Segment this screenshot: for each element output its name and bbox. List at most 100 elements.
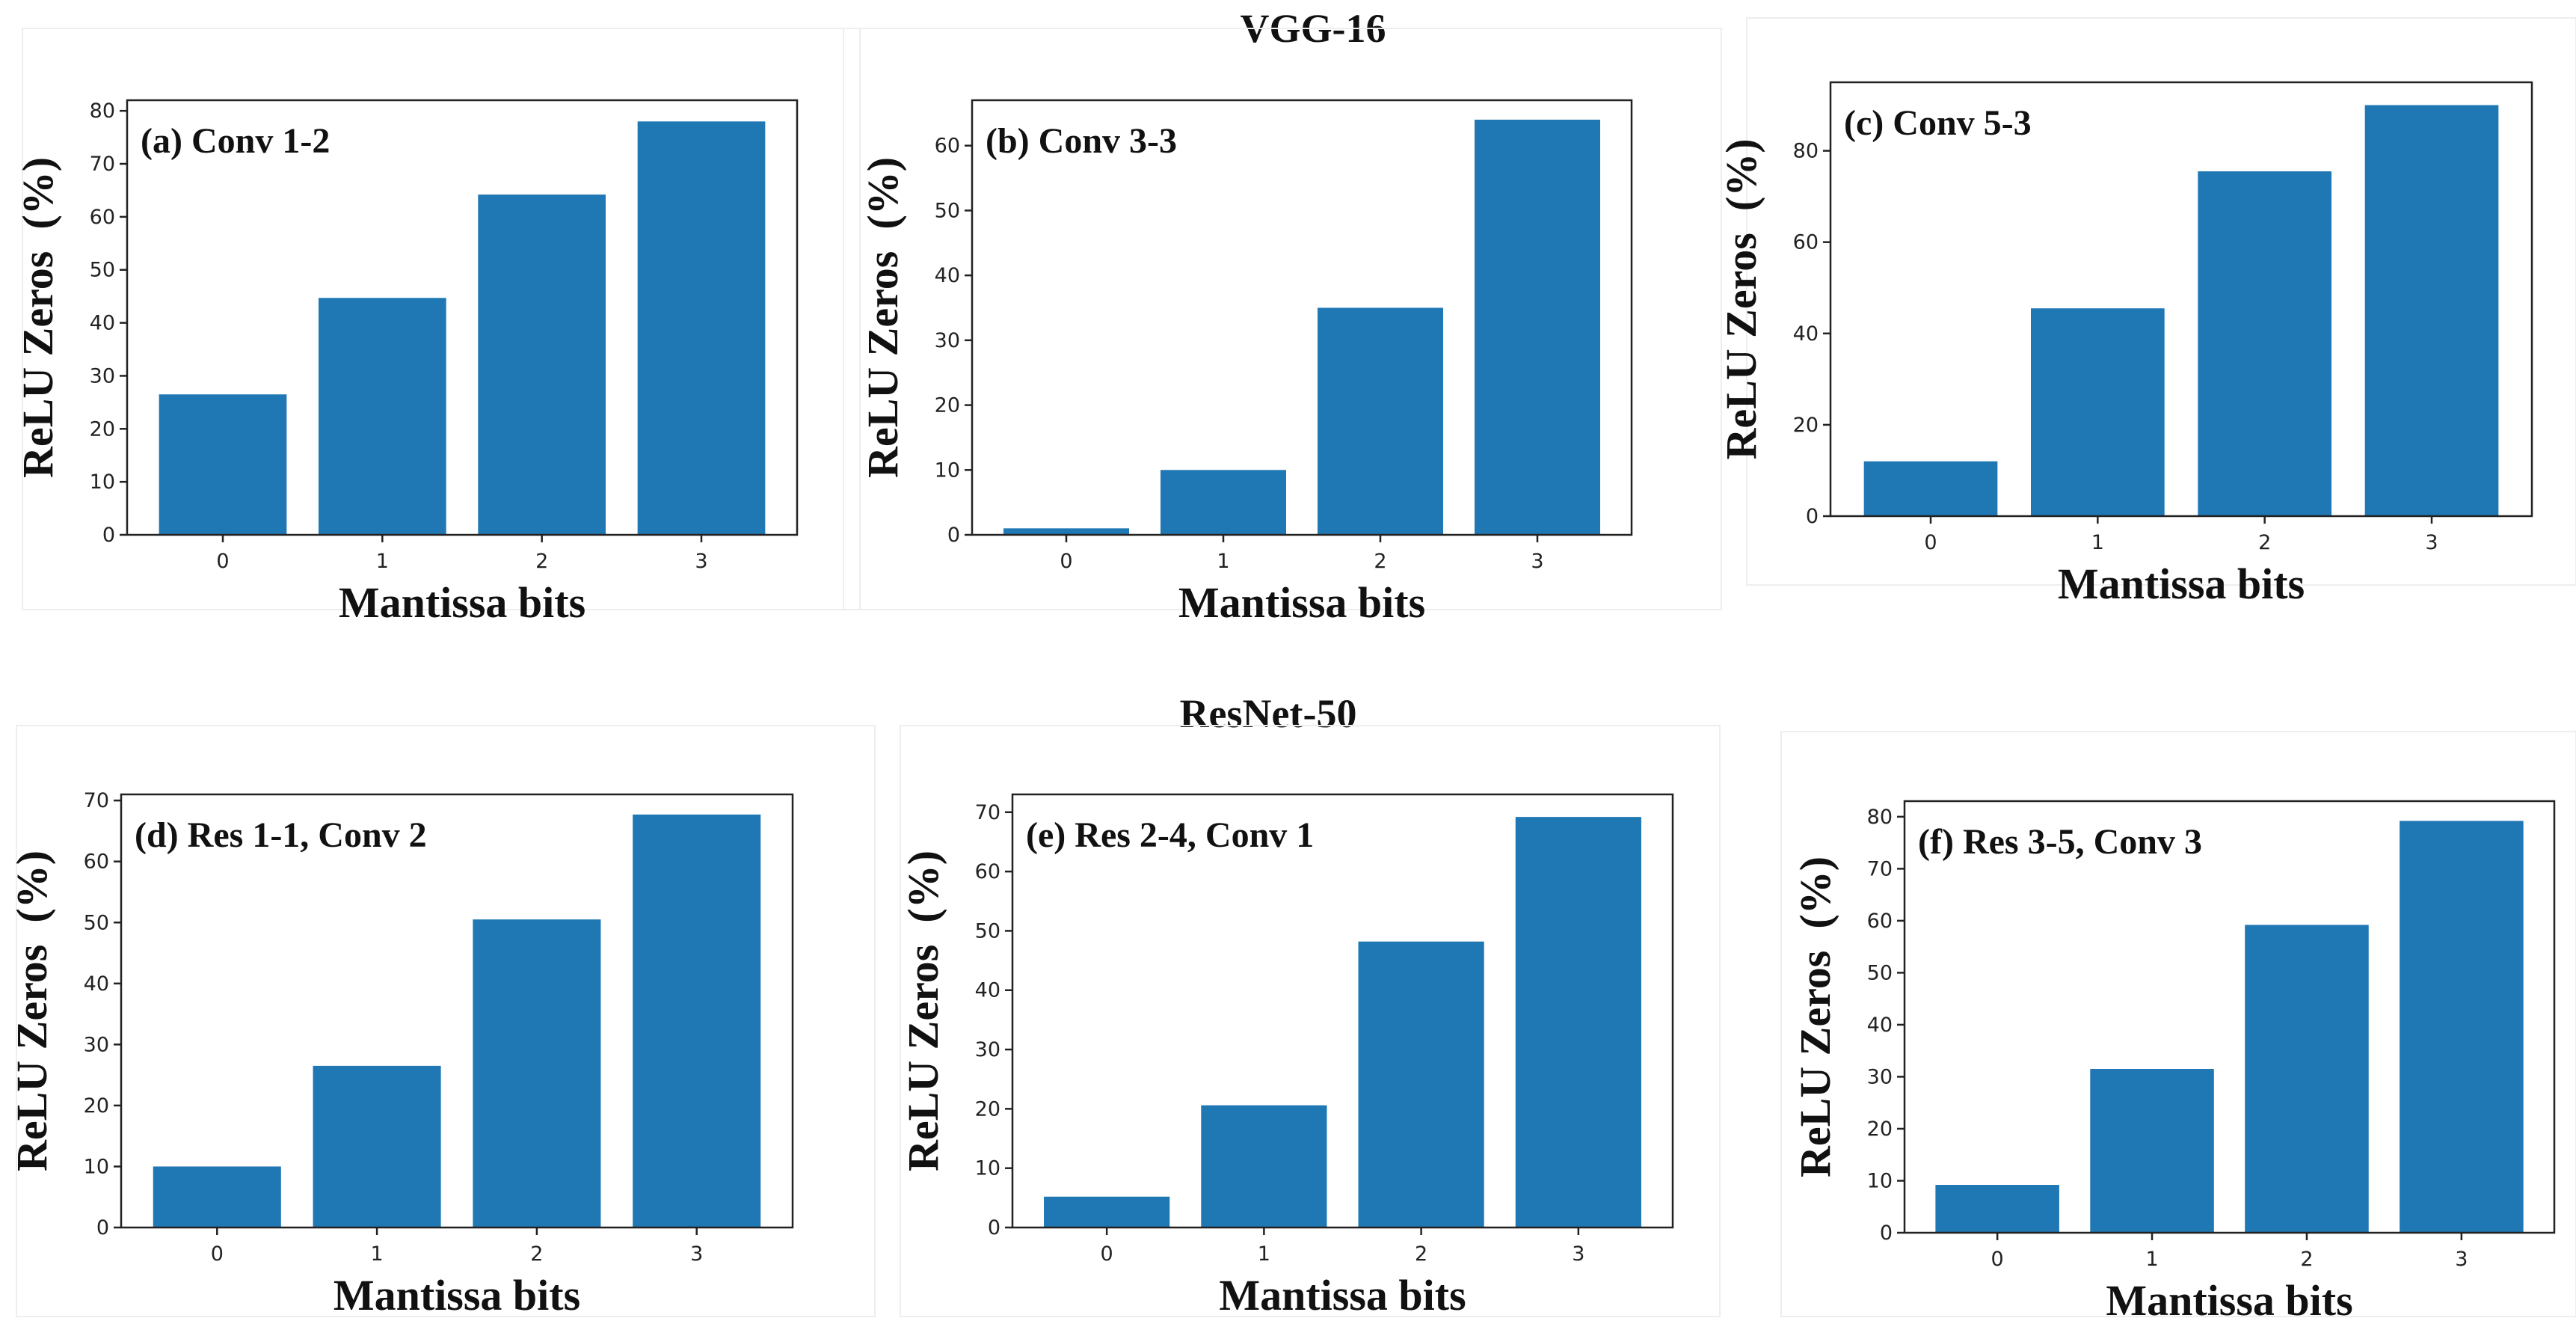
- y-axis-label: ReLU Zeros (%): [858, 157, 907, 478]
- plot-frame: [120, 793, 794, 1229]
- resnet50-group-title: ResNet-50: [1180, 691, 1357, 736]
- y-tick-label: 40: [84, 972, 109, 996]
- y-tick-label: 10: [1867, 1169, 1893, 1192]
- bar-d-2: [473, 919, 601, 1228]
- x-tick-label: 2: [535, 550, 548, 573]
- y-tick-label: 40: [975, 979, 1000, 1002]
- bar-a-2: [478, 194, 606, 535]
- panel-title: (a) Conv 1-2: [141, 121, 330, 161]
- x-tick-label: 1: [376, 550, 389, 573]
- y-tick-label: 70: [84, 789, 109, 812]
- x-tick-label: 1: [2145, 1248, 2158, 1271]
- panel-border: [1780, 731, 2576, 1317]
- x-tick-label: 2: [2258, 531, 2271, 554]
- chart-panel-c: 0 20 40 60 80 0 1 2 3 (c) Conv 5-3 Mantissa bits Re…: [1717, 17, 2576, 608]
- x-axis-label: Mantissa bits: [339, 578, 585, 627]
- y-tick-label: 40: [1867, 1014, 1893, 1037]
- x-tick-label: 2: [2300, 1248, 2313, 1271]
- x-tick-label: 2: [530, 1242, 543, 1266]
- y-tick-label: 20: [935, 394, 960, 417]
- y-tick-label: 0: [102, 524, 115, 547]
- y-tick-label: 0: [1806, 505, 1819, 528]
- bar-c-0: [1863, 461, 1998, 516]
- bar-e-1: [1201, 1105, 1327, 1228]
- x-tick-label: 3: [690, 1242, 703, 1266]
- plot-frame: [1011, 793, 1674, 1229]
- chart-panel-b: 0 10 20 30 40 50 60 0 1 2 3 (b) Conv 3-3 Mantissa bi…: [843, 28, 1722, 627]
- y-tick-label: 80: [1793, 140, 1819, 163]
- panel-title: (f) Res 3-5, Conv 3: [1918, 822, 2202, 862]
- x-axis-label: Mantissa bits: [2106, 1276, 2352, 1324]
- bar-f-1: [2090, 1069, 2214, 1233]
- y-tick-label: 60: [975, 860, 1000, 883]
- y-tick-label: 20: [1867, 1118, 1893, 1141]
- chart-panel-e: 0 10 20 30 40 50 60 70 0 1 2 3 (e) Res 2-4, Conv 1 Ma…: [899, 725, 1721, 1320]
- x-tick-label: 1: [1217, 550, 1229, 573]
- y-axis-label: ReLU Zeros (%): [899, 851, 947, 1171]
- x-tick-label: 0: [1924, 531, 1937, 554]
- panel-title: (b) Conv 3-3: [986, 121, 1177, 161]
- bar-c-3: [2364, 105, 2499, 517]
- y-tick-label: 70: [975, 801, 1000, 824]
- y-tick-label: 20: [1793, 414, 1819, 437]
- x-axis-label: Mantissa bits: [2058, 560, 2305, 608]
- bar-b-2: [1318, 307, 1443, 535]
- y-tick-label: 20: [975, 1097, 1000, 1121]
- y-axis-label: ReLU Zeros (%): [13, 157, 62, 478]
- bar-b-3: [1475, 120, 1600, 536]
- y-tick-label: 60: [84, 851, 109, 874]
- bar-f-3: [2400, 821, 2524, 1233]
- panel-border: [1746, 17, 2576, 586]
- x-tick-label: 3: [1531, 550, 1543, 573]
- plot-frame: [126, 99, 799, 536]
- y-tick-label: 70: [90, 153, 115, 176]
- bar-b-0: [1003, 528, 1129, 535]
- y-axis-label: ReLU Zeros (%): [1791, 856, 1839, 1177]
- x-tick-label: 3: [1572, 1242, 1584, 1266]
- panel-border: [16, 725, 876, 1317]
- y-tick-label: 20: [90, 417, 115, 441]
- y-tick-label: 10: [90, 471, 115, 494]
- y-tick-label: 50: [975, 919, 1000, 943]
- bar-e-3: [1515, 817, 1641, 1228]
- x-tick-label: 0: [216, 550, 229, 573]
- bar-b-1: [1161, 470, 1286, 535]
- y-tick-label: 60: [90, 206, 115, 229]
- y-tick-label: 20: [84, 1094, 109, 1118]
- x-tick-label: 0: [1060, 550, 1072, 573]
- panel-title: (d) Res 1-1, Conv 2: [135, 815, 427, 855]
- plot-frame: [971, 99, 1633, 536]
- x-tick-label: 2: [1415, 1242, 1427, 1266]
- y-tick-label: 50: [90, 259, 115, 282]
- x-tick-label: 2: [1374, 550, 1386, 573]
- x-axis-label: Mantissa bits: [1178, 578, 1425, 627]
- panel-border: [900, 725, 1721, 1317]
- x-tick-label: 3: [2455, 1248, 2468, 1271]
- chart-panel-f: 0 10 20 30 40 50 60 70 80 0 1 2 3 (f) Res 3-5, Conv 3…: [1780, 731, 2576, 1324]
- bar-a-0: [159, 394, 287, 535]
- y-tick-label: 60: [1867, 910, 1893, 933]
- y-axis-label: ReLU Zeros (%): [7, 851, 56, 1171]
- x-axis-label: Mantissa bits: [333, 1271, 580, 1320]
- y-tick-label: 10: [975, 1157, 1000, 1180]
- x-tick-label: 3: [695, 550, 707, 573]
- chart-panel-d: 0 10 20 30 40 50 60 70 0 1 2 3 (d) Res 1-1, Conv 2 Ma…: [7, 725, 876, 1320]
- y-tick-label: 50: [84, 911, 109, 934]
- x-tick-label: 1: [1258, 1242, 1270, 1266]
- y-tick-label: 70: [1867, 857, 1893, 880]
- y-axis-label: ReLU Zeros (%): [1717, 138, 1765, 459]
- y-tick-label: 30: [1867, 1065, 1893, 1088]
- y-tick-label: 0: [988, 1216, 1000, 1239]
- panel-border: [843, 28, 1722, 610]
- bar-f-2: [2245, 925, 2369, 1233]
- y-tick-label: 80: [1867, 806, 1893, 829]
- y-tick-label: 40: [935, 264, 960, 287]
- x-tick-label: 3: [2425, 531, 2438, 554]
- x-tick-label: 1: [371, 1242, 384, 1266]
- bar-d-1: [313, 1065, 441, 1228]
- y-tick-label: 30: [935, 329, 960, 352]
- y-tick-label: 10: [935, 459, 960, 482]
- x-tick-label: 0: [211, 1242, 224, 1266]
